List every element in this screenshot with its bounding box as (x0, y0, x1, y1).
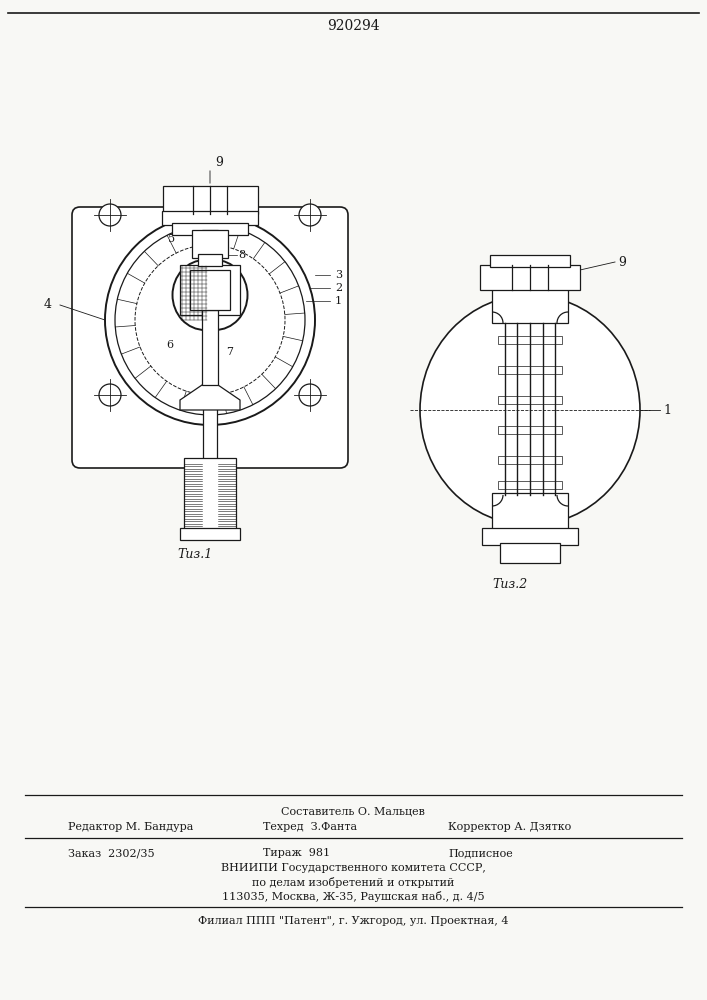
Text: по делам изобретений и открытий: по делам изобретений и открытий (252, 876, 454, 888)
Bar (480, 265, 580, 290)
Text: 9: 9 (215, 155, 223, 168)
Circle shape (105, 215, 315, 425)
Circle shape (299, 384, 321, 406)
Text: 4: 4 (44, 298, 52, 310)
Circle shape (99, 204, 121, 226)
FancyBboxPatch shape (72, 207, 348, 468)
Bar (180, 265, 240, 315)
Bar (482, 528, 578, 545)
Bar (202, 310, 218, 385)
Circle shape (299, 204, 321, 226)
Text: Филиал ППП "Патент", г. Ужгород, ул. Проектная, 4: Филиал ППП "Патент", г. Ужгород, ул. Про… (198, 916, 508, 926)
Bar (490, 255, 570, 267)
Bar (190, 270, 230, 310)
Bar (492, 493, 568, 530)
Bar (500, 543, 560, 563)
Bar (498, 366, 562, 374)
Text: 5: 5 (168, 234, 175, 244)
Bar (498, 396, 562, 404)
Text: 2: 2 (335, 283, 342, 293)
Bar (498, 481, 562, 489)
Bar (492, 288, 568, 323)
Ellipse shape (420, 295, 640, 525)
Text: Τиз.2: Τиз.2 (492, 578, 527, 591)
Bar (192, 230, 228, 258)
Circle shape (99, 384, 121, 406)
Text: 113035, Москва, Ж-35, Раушская наб., д. 4/5: 113035, Москва, Ж-35, Раушская наб., д. … (222, 890, 484, 902)
Text: 1: 1 (335, 296, 342, 306)
Bar (498, 426, 562, 434)
Bar (498, 336, 562, 344)
Text: 9: 9 (618, 255, 626, 268)
Text: 7: 7 (226, 347, 233, 357)
Bar (202, 230, 218, 310)
Text: Заказ  2302/35: Заказ 2302/35 (68, 848, 155, 858)
Bar (498, 456, 562, 464)
Text: 920294: 920294 (327, 19, 380, 33)
Bar (203, 408, 217, 460)
Text: Техред  З.Фанта: Техред З.Фанта (263, 822, 357, 832)
Text: Корректор А. Дзятко: Корректор А. Дзятко (448, 822, 571, 832)
Bar (198, 254, 222, 266)
Bar (180, 528, 240, 540)
Text: Составитель О. Мальцев: Составитель О. Мальцев (281, 806, 425, 816)
Bar (184, 458, 236, 530)
Text: Подписное: Подписное (448, 848, 513, 858)
Text: 6: 6 (166, 340, 173, 350)
Bar (172, 223, 248, 235)
Bar (162, 211, 258, 225)
Polygon shape (180, 385, 240, 410)
Text: 1: 1 (663, 403, 671, 416)
Bar (163, 186, 257, 214)
Text: Редактор М. Бандура: Редактор М. Бандура (68, 822, 194, 832)
Text: ВНИИПИ Государственного комитета СССР,: ВНИИПИ Государственного комитета СССР, (221, 863, 486, 873)
Text: Тираж  981: Тираж 981 (263, 848, 330, 858)
Text: Τиз.1: Τиз.1 (177, 548, 213, 562)
Text: 3: 3 (335, 270, 342, 280)
Text: 8: 8 (238, 250, 245, 260)
